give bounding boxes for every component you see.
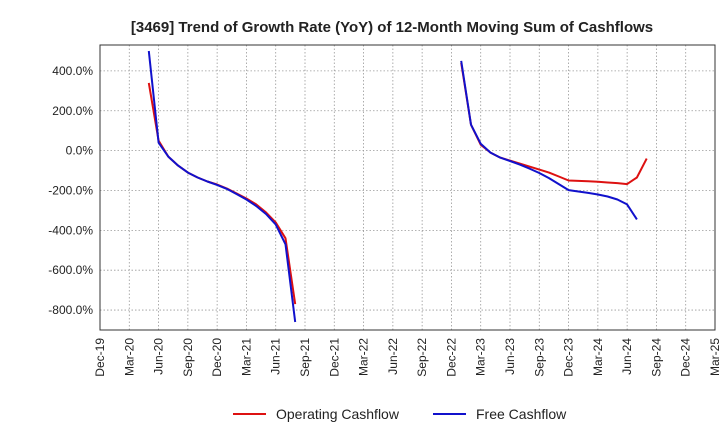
x-tick-label: Jun-22	[386, 338, 400, 375]
x-tick-label: Dec-21	[327, 338, 341, 377]
x-tick-label: Jun-20	[152, 338, 166, 375]
y-tick-label: 200.0%	[52, 104, 93, 118]
x-tick-label: Mar-21	[239, 338, 253, 376]
x-tick-label: Mar-22	[357, 338, 371, 376]
x-tick-label: Dec-22	[444, 338, 458, 377]
y-tick-label: -200.0%	[48, 183, 93, 197]
plot-area	[100, 45, 715, 330]
axes: Dec-19 Mar-20 Jun-20 Sep-20 Dec-20 Mar-21 Jun-…	[48, 44, 720, 377]
y-tick-label: 0.0%	[66, 144, 94, 158]
series-line-free-cashflow	[460, 60, 638, 220]
x-tick-label: Sep-24	[649, 338, 663, 377]
x-tick-label: Sep-20	[181, 338, 195, 377]
x-tick-label: Mar-20	[122, 338, 136, 376]
x-tick-label: Sep-23	[532, 338, 546, 377]
x-tick-label: Mar-25	[708, 338, 720, 376]
y-tick-label: 400.0%	[52, 64, 93, 78]
x-tick-label: Jun-21	[269, 338, 283, 375]
series-line-free-cashflow	[147, 50, 297, 323]
x-tick-label: Dec-24	[679, 338, 693, 377]
y-tick-label: -600.0%	[48, 263, 93, 277]
legend-label: Free Cashflow	[476, 406, 567, 422]
x-tick-label: Jun-23	[503, 338, 517, 375]
y-tick-label: -800.0%	[48, 303, 93, 317]
legend: Operating Cashflow Free Cashflow	[233, 406, 567, 422]
x-tick-label: Mar-23	[474, 338, 488, 376]
x-tick-label: Dec-19	[93, 338, 107, 377]
chart-title: [3469] Trend of Growth Rate (YoY) of 12-…	[131, 19, 653, 36]
x-tick-label: Sep-22	[415, 338, 429, 377]
y-tick-label: -400.0%	[48, 223, 93, 237]
plot-frame	[99, 44, 716, 331]
x-tick-label: Mar-24	[591, 338, 605, 376]
legend-label: Operating Cashflow	[276, 406, 400, 422]
x-tick-label: Jun-24	[620, 338, 634, 375]
series-lines	[147, 50, 648, 323]
x-tick-label: Sep-21	[298, 338, 312, 377]
x-tick-label: Dec-23	[562, 338, 576, 377]
x-tick-label: Dec-20	[210, 338, 224, 377]
plot-background	[100, 45, 715, 330]
